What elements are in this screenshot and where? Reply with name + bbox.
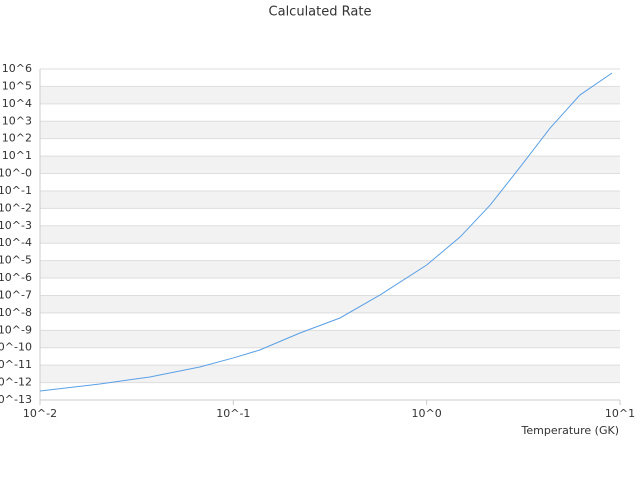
x-tick-label: 10^-1 bbox=[216, 407, 250, 420]
grid-band bbox=[40, 121, 620, 139]
y-tick-label: 10^-3 bbox=[0, 219, 32, 232]
x-tick-label: 10^1 bbox=[605, 407, 635, 420]
y-tick-label: 10^-2 bbox=[0, 201, 32, 214]
y-tick-label: 10^-12 bbox=[0, 376, 32, 389]
y-tick-label: 10^5 bbox=[2, 79, 32, 92]
y-tick-label: 10^1 bbox=[2, 149, 32, 162]
y-tick-label: 10^-1 bbox=[0, 184, 32, 197]
grid-band bbox=[40, 225, 620, 244]
y-tick-label: 10^2 bbox=[2, 132, 32, 145]
y-tick-label: 10^6 bbox=[2, 62, 32, 75]
y-tick-label: 10^-6 bbox=[0, 271, 32, 284]
grid-band bbox=[40, 86, 620, 104]
x-axis-label: Temperature (GK) bbox=[521, 424, 620, 437]
grid-band bbox=[40, 295, 620, 313]
grid-band bbox=[40, 156, 620, 174]
y-tick-label: 10^-13 bbox=[0, 393, 32, 406]
x-tick-label: 10^-2 bbox=[23, 407, 57, 420]
x-tick-label: 10^0 bbox=[412, 407, 442, 420]
y-tick-label: 10^3 bbox=[2, 114, 32, 127]
y-tick-label: 10^-11 bbox=[0, 358, 32, 371]
y-tick-label: 10^-9 bbox=[0, 323, 32, 336]
y-tick-label: 10^4 bbox=[2, 97, 32, 110]
y-tick-label: 10^-5 bbox=[0, 254, 32, 267]
chart-title: Calculated Rate bbox=[269, 5, 372, 20]
grid-band bbox=[40, 330, 620, 348]
grid-band bbox=[40, 260, 620, 279]
y-tick-label: 10^-4 bbox=[0, 236, 32, 249]
y-tick-label: 10^-7 bbox=[0, 288, 32, 301]
y-tick-label: 10^-0 bbox=[0, 167, 32, 180]
y-tick-label: 10^-8 bbox=[0, 306, 32, 319]
data-line bbox=[39, 72, 613, 392]
grid-band bbox=[40, 190, 620, 209]
y-tick-label: 10^-10 bbox=[0, 341, 32, 354]
